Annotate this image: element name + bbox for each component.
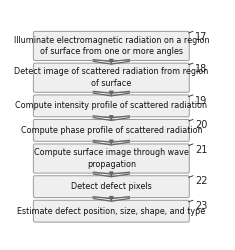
FancyBboxPatch shape	[33, 95, 189, 117]
FancyBboxPatch shape	[33, 63, 189, 92]
FancyBboxPatch shape	[33, 31, 189, 60]
Text: Compute surface image through wave
propagation: Compute surface image through wave propa…	[34, 148, 189, 169]
Text: Illuminate electromagnetic radiation on a region
of surface from one or more ang: Illuminate electromagnetic radiation on …	[14, 36, 209, 56]
Text: 18: 18	[195, 64, 207, 74]
FancyBboxPatch shape	[33, 176, 189, 198]
FancyBboxPatch shape	[33, 120, 189, 141]
Text: Compute intensity profile of scattered radiation: Compute intensity profile of scattered r…	[15, 101, 207, 110]
Text: 22: 22	[195, 176, 208, 186]
Text: Compute phase profile of scattered radiation: Compute phase profile of scattered radia…	[20, 126, 202, 135]
Text: 17: 17	[195, 32, 208, 42]
Text: Detect defect pixels: Detect defect pixels	[71, 182, 152, 191]
Text: 21: 21	[195, 144, 208, 154]
Text: 23: 23	[195, 201, 208, 211]
Text: 19: 19	[195, 96, 207, 106]
Text: Detect image of scattered radiation from region
of surface: Detect image of scattered radiation from…	[14, 68, 208, 88]
FancyBboxPatch shape	[33, 144, 189, 173]
Text: 20: 20	[195, 120, 208, 130]
FancyBboxPatch shape	[33, 200, 189, 222]
Text: Estimate defect position, size, shape, and type: Estimate defect position, size, shape, a…	[17, 207, 205, 216]
